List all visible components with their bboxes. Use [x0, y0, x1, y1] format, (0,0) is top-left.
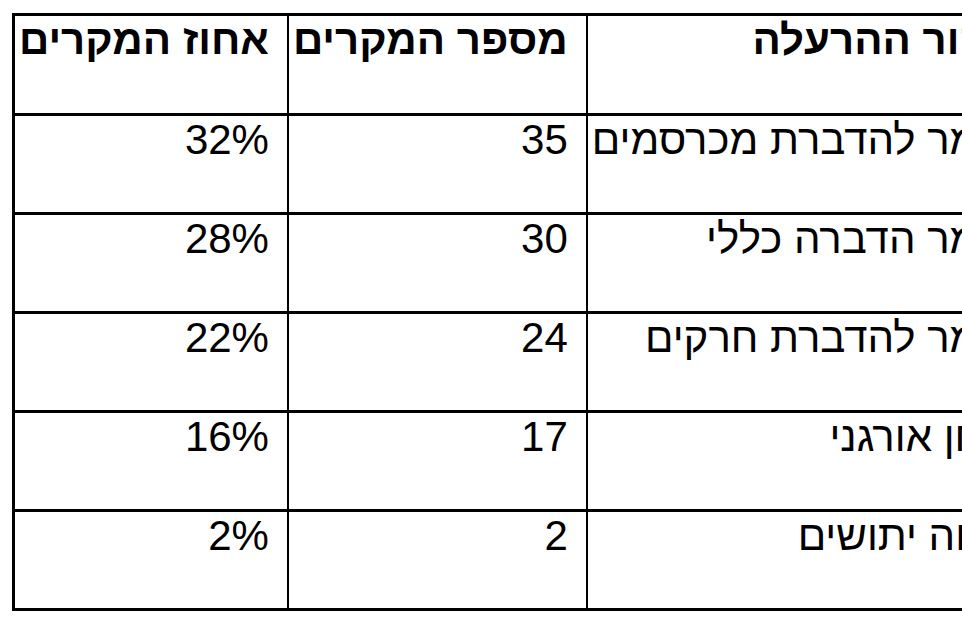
header-cell-cases: מספר המקרים [288, 15, 587, 115]
cases-cell: 30 [288, 214, 587, 313]
source-cell: דוחה יתושים [587, 511, 962, 610]
table-row: דוחה יתושים 2 2% [14, 511, 962, 610]
table-row: חומר להדברת חרקים 24 22% [14, 313, 962, 412]
cases-cell: 35 [288, 115, 587, 214]
source-cell: חומר להדברת מכרסמים [587, 115, 962, 214]
percent-cell: 22% [14, 313, 288, 412]
poisoning-sources-table-wrapper: מקור ההרעלה מספר המקרים אחוז המקרים חומר… [12, 13, 962, 611]
poisoning-sources-table: מקור ההרעלה מספר המקרים אחוז המקרים חומר… [12, 13, 962, 611]
cases-cell: 2 [288, 511, 587, 610]
percent-cell: 2% [14, 511, 288, 610]
table-header-row: מקור ההרעלה מספר המקרים אחוז המקרים [14, 15, 962, 115]
source-cell: זרחן אורגני [587, 412, 962, 511]
source-cell: חומר הדברה כללי [587, 214, 962, 313]
table-row: זרחן אורגני 17 16% [14, 412, 962, 511]
cases-cell: 24 [288, 313, 587, 412]
table-row: חומר הדברה כללי 30 28% [14, 214, 962, 313]
header-cell-source: מקור ההרעלה [587, 15, 962, 115]
table-row: חומר להדברת מכרסמים 35 32% [14, 115, 962, 214]
percent-cell: 28% [14, 214, 288, 313]
document-page: מקור ההרעלה מספר המקרים אחוז המקרים חומר… [0, 0, 962, 624]
percent-cell: 32% [14, 115, 288, 214]
header-cell-percent: אחוז המקרים [14, 15, 288, 115]
cases-cell: 17 [288, 412, 587, 511]
source-cell: חומר להדברת חרקים [587, 313, 962, 412]
percent-cell: 16% [14, 412, 288, 511]
